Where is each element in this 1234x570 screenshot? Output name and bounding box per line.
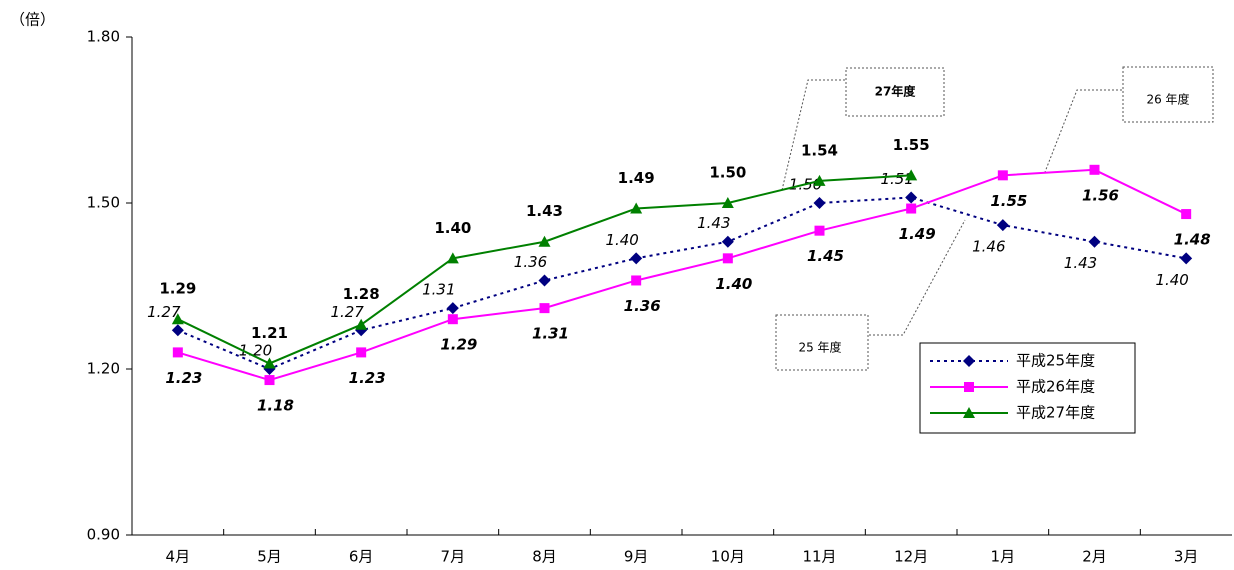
leader-line — [781, 79, 845, 191]
point — [813, 197, 826, 209]
data-label: 1.49 — [899, 225, 936, 243]
x-tick-label: 8月 — [532, 548, 557, 566]
annotation: 25 年度 — [798, 340, 841, 355]
data-label: 1.31 — [422, 281, 455, 299]
legend-label: 平成26年度 — [1016, 378, 1095, 396]
point — [446, 302, 459, 315]
data-label: 1.56 — [1082, 186, 1119, 204]
data-label: 1.40 — [605, 231, 638, 249]
data-label: 1.40 — [1155, 271, 1188, 289]
data-label: 1.29 — [159, 280, 196, 298]
point — [996, 219, 1009, 232]
x-tick-label: 7月 — [441, 548, 466, 566]
point — [447, 314, 458, 325]
legend-marker — [964, 382, 974, 392]
data-label: 1.43 — [526, 202, 563, 220]
series-line — [177, 196, 1187, 371]
data-label: 1.23 — [349, 369, 386, 387]
data-label: 1.23 — [165, 369, 202, 387]
data-label: 1.36 — [624, 297, 661, 315]
legend-label: 平成25年度 — [1016, 352, 1095, 370]
data-label: 1.31 — [532, 325, 569, 343]
data-label: 1.27 — [330, 303, 364, 321]
point — [1180, 252, 1193, 265]
point — [264, 375, 275, 386]
series-line — [177, 168, 1187, 382]
x-tick-label: 1月 — [991, 548, 1016, 566]
data-label: 1.27 — [147, 303, 181, 321]
point — [171, 313, 184, 325]
leader-line — [1044, 89, 1122, 173]
x-tick-label: 2月 — [1082, 548, 1107, 566]
point — [355, 318, 368, 330]
data-label: 1.20 — [239, 342, 272, 360]
leader-line — [869, 219, 966, 336]
point — [1181, 209, 1192, 220]
y-tick-label: 1.80 — [87, 28, 120, 46]
data-label: 1.28 — [343, 285, 380, 303]
data-label: 1.46 — [972, 238, 1005, 256]
point — [814, 225, 825, 236]
x-tick-label: 4月 — [166, 548, 191, 566]
annotation-box — [775, 314, 869, 371]
x-tick-label: 5月 — [257, 548, 282, 566]
annotation: 26 年度 — [1146, 92, 1189, 107]
point — [813, 174, 826, 186]
y-tick-label: 1.50 — [87, 194, 120, 212]
point — [630, 252, 643, 265]
x-tick-label: 6月 — [349, 548, 374, 566]
annotation-box — [845, 67, 945, 117]
data-label: 1.43 — [697, 214, 730, 232]
point — [905, 169, 918, 181]
point — [356, 347, 367, 358]
annotation-box — [1122, 66, 1214, 123]
point — [722, 253, 733, 264]
data-label: 1.48 — [1174, 231, 1211, 249]
data-label: 1.49 — [618, 169, 655, 187]
data-label: 1.21 — [251, 324, 288, 342]
point — [538, 274, 551, 287]
data-label: 1.55 — [893, 136, 930, 154]
annotation: 27年度 — [875, 84, 917, 99]
point — [630, 202, 643, 214]
data-label: 1.40 — [434, 219, 471, 237]
y-axis-label: （倍） — [10, 11, 55, 29]
data-label: 1.45 — [807, 247, 844, 265]
point — [172, 347, 183, 358]
point — [997, 170, 1008, 181]
data-label: 1.50 — [709, 164, 746, 182]
point — [1088, 235, 1101, 248]
legend-marker — [963, 355, 975, 367]
x-tick-label: 11月 — [802, 548, 836, 566]
x-tick-label: 9月 — [624, 548, 649, 566]
point — [906, 203, 917, 214]
point — [539, 303, 550, 314]
point — [905, 191, 918, 204]
x-tick-label: 12月 — [894, 548, 928, 566]
data-label: 1.18 — [257, 397, 294, 415]
point — [721, 235, 734, 248]
data-label: 1.55 — [990, 192, 1027, 210]
point — [263, 357, 276, 369]
data-label: 1.51 — [880, 170, 913, 188]
data-label: 1.54 — [801, 141, 838, 159]
point — [171, 324, 184, 337]
data-label: 1.36 — [514, 253, 547, 271]
data-label: 1.29 — [440, 336, 477, 354]
point — [1089, 164, 1100, 175]
y-tick-label: 1.20 — [87, 360, 120, 378]
data-label: 1.43 — [1064, 254, 1097, 272]
point — [446, 252, 459, 264]
point — [721, 197, 734, 208]
point — [538, 235, 551, 247]
x-tick-label: 10月 — [711, 548, 745, 566]
x-tick-label: 3月 — [1174, 548, 1199, 566]
legend-label: 平成27年度 — [1016, 404, 1095, 422]
point — [631, 275, 642, 286]
legend-marker — [963, 407, 975, 418]
y-tick-label: 0.90 — [87, 526, 120, 544]
data-label: 1.40 — [715, 275, 752, 293]
